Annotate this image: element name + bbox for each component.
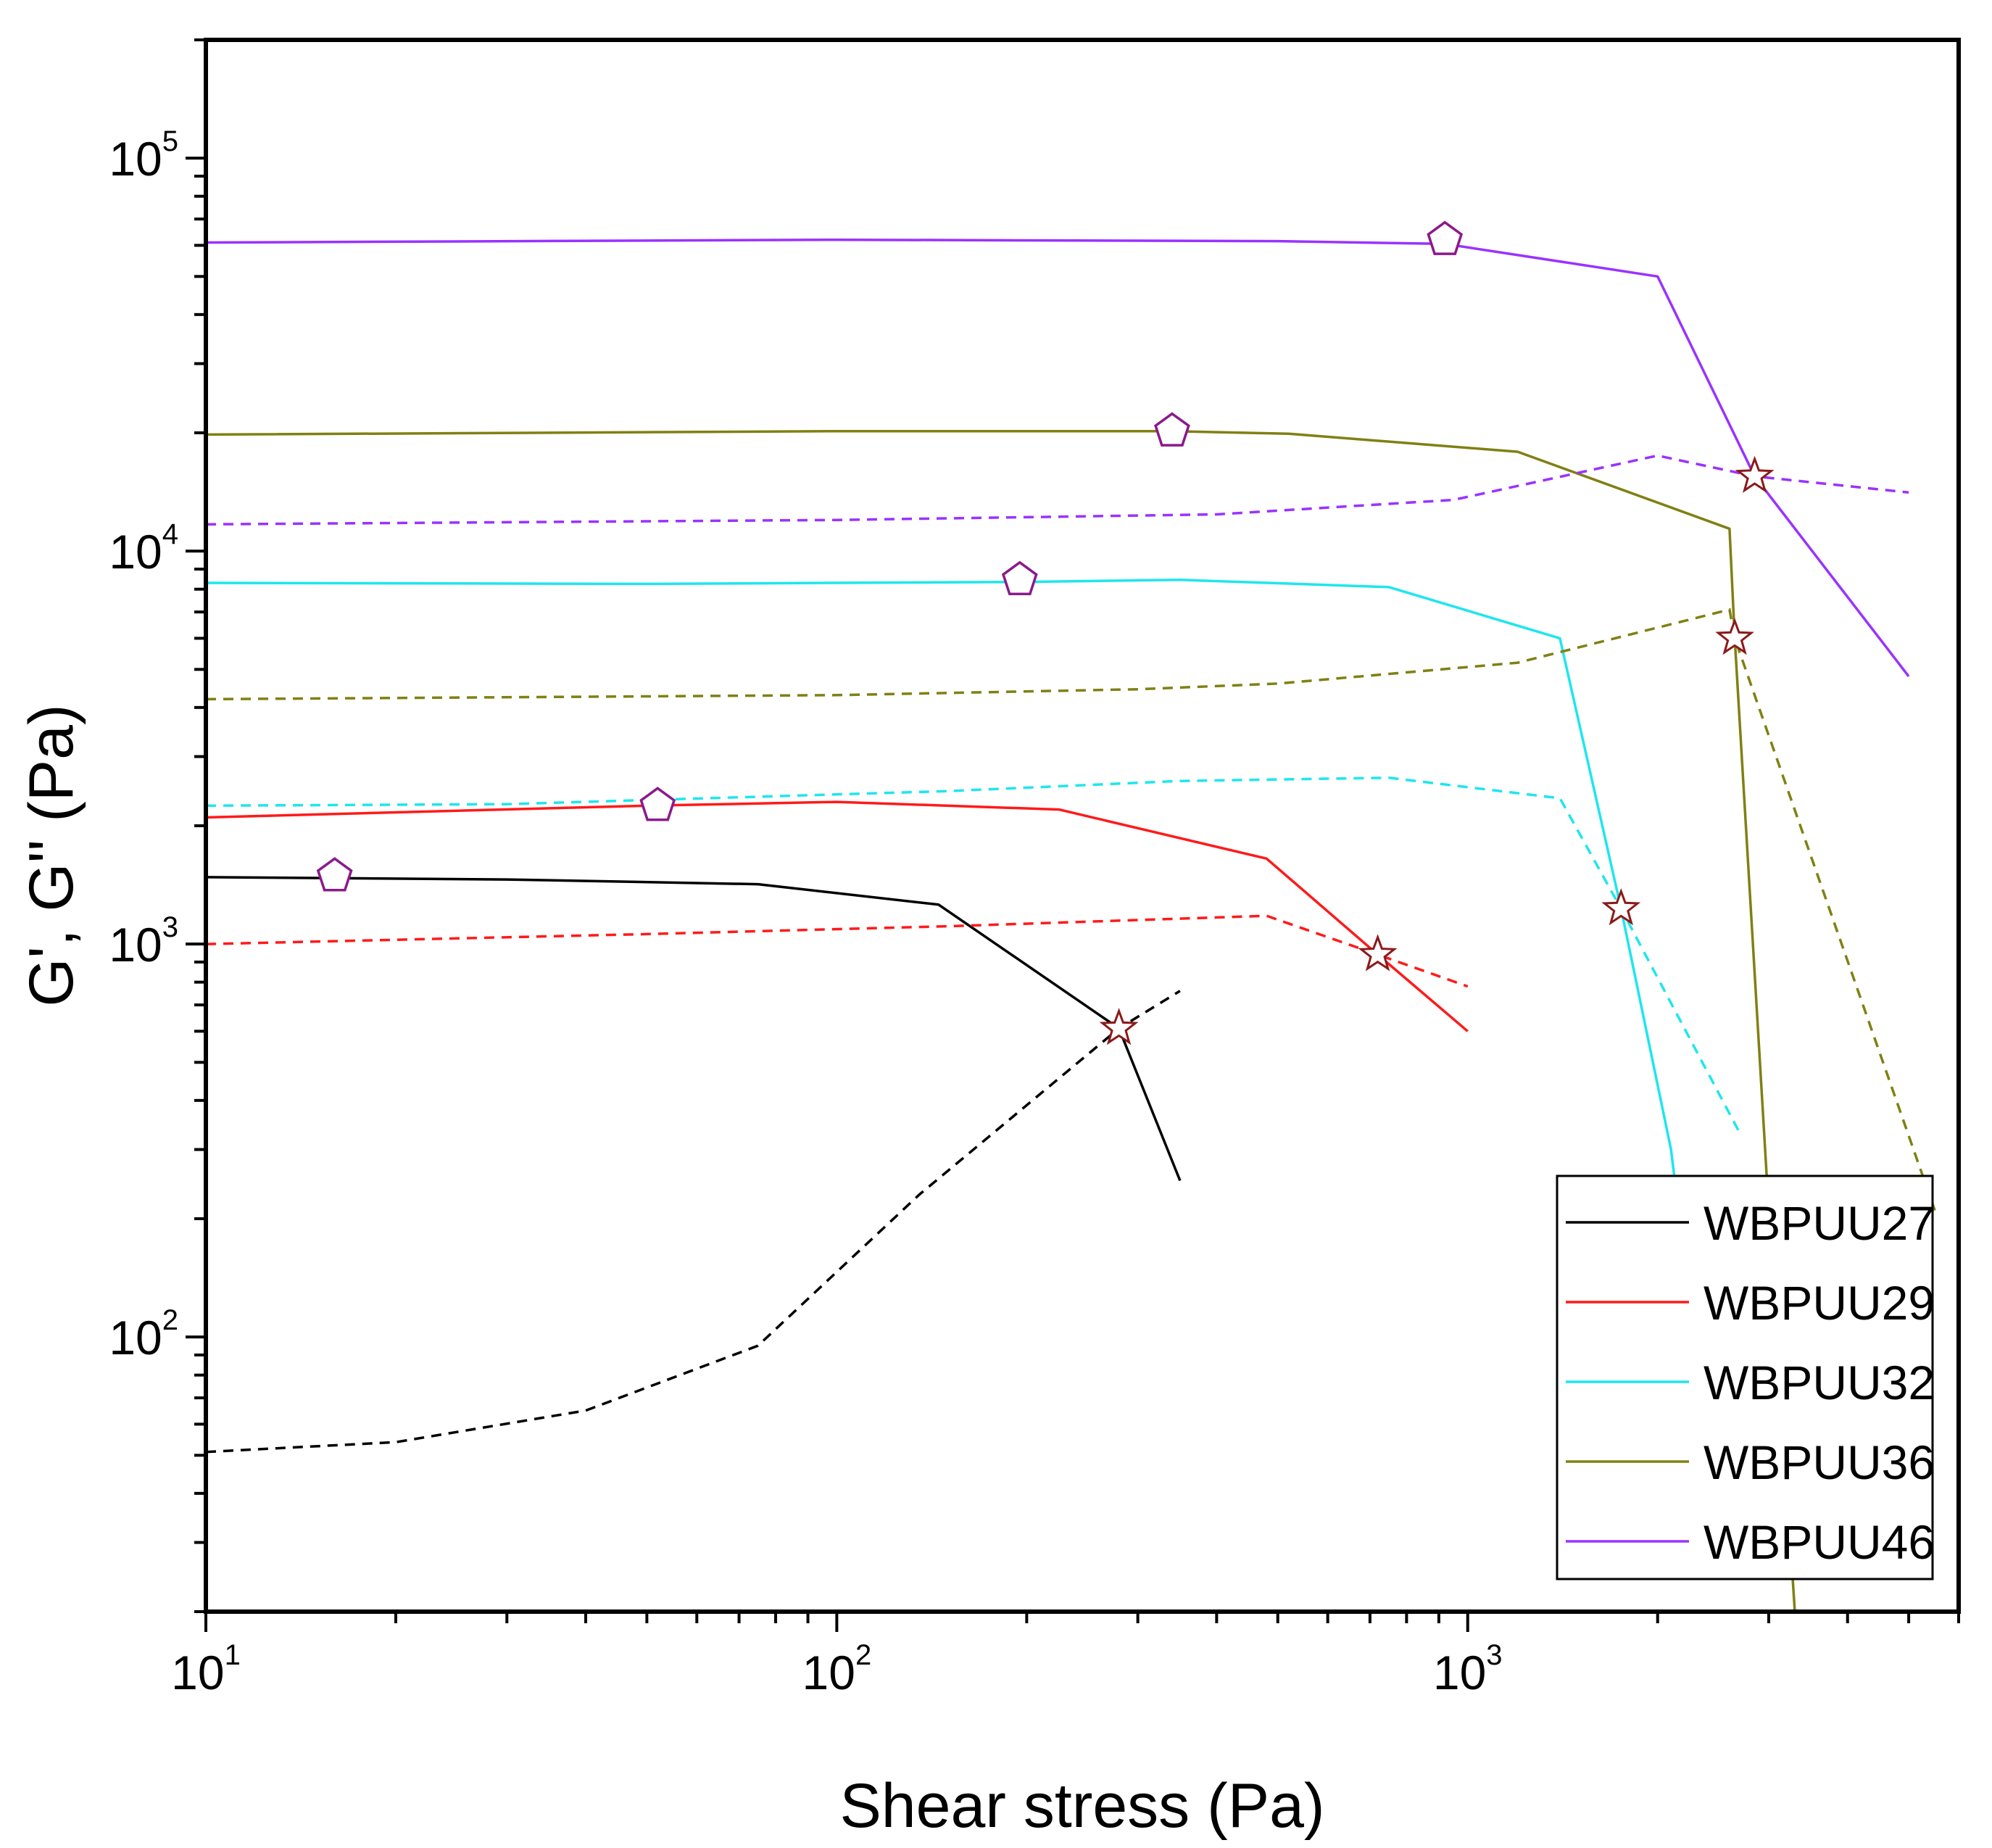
legend-label-wbpuu29: WBPUU29 (1703, 1276, 1935, 1330)
y-axis-title: G', G'' (Pa) (17, 704, 86, 1006)
y-tick-label: 103 (109, 911, 178, 971)
legend-label-wbpuu36: WBPUU36 (1703, 1435, 1935, 1489)
x-tick-label: 101 (171, 1639, 241, 1699)
series-wbpuu36-g-prime-line (206, 429, 1796, 1612)
yield-marker-wbpuu32 (1001, 560, 1038, 595)
series-wbpuu32-g-double-prime-line (206, 776, 1741, 1134)
y-tick-label: 102 (109, 1304, 178, 1364)
yield-marker-wbpuu46 (1427, 220, 1464, 255)
y-tick-label: 105 (109, 125, 178, 186)
legend-label-wbpuu46: WBPUU46 (1703, 1515, 1935, 1569)
series-wbpuu27-g-double-prime-line (206, 990, 1181, 1454)
legend-label-wbpuu32: WBPUU32 (1703, 1356, 1935, 1409)
tick-layer: 101 102 103 102 103 104 105 (109, 38, 1960, 1699)
yield-marker-wbpuu36 (1154, 412, 1190, 447)
series-wbpuu29-g-double-prime-line (206, 914, 1469, 988)
x-tick-label: 102 (802, 1639, 872, 1699)
legend-label-wbpuu27: WBPUU27 (1703, 1196, 1935, 1250)
series-wbpuu27-g-prime-line (206, 876, 1182, 1182)
x-tick-label: 103 (1433, 1639, 1503, 1699)
y-tick-label: 104 (109, 518, 178, 579)
crossover-marker-wbpuu36 (1715, 618, 1755, 655)
x-axis-title: Shear stress (Pa) (839, 1771, 1324, 1841)
yield-marker-wbpuu27 (316, 857, 353, 892)
series-wbpuu29-g-prime-line (206, 800, 1469, 1032)
series-wbpuu46-g-double-prime-line (206, 454, 1909, 526)
crossover-marker-wbpuu29 (1358, 934, 1398, 971)
series-wbpuu32-g-prime-line (206, 579, 1698, 1356)
legend: WBPUU27 WBPUU29 WBPUU32 WBPUU36 WBPUU46 (1556, 1174, 1935, 1580)
crossover-marker-wbpuu46 (1735, 455, 1775, 493)
marker-layer (316, 220, 1775, 1045)
crossover-marker-wbpuu27 (1099, 1008, 1139, 1045)
series-wbpuu36-g-double-prime-line (206, 608, 1936, 1211)
series-wbpuu46-g-prime-line (206, 238, 1910, 677)
legend-box (1556, 1174, 1934, 1580)
crossover-marker-wbpuu32 (1601, 888, 1641, 926)
yield-marker-wbpuu29 (639, 787, 676, 821)
